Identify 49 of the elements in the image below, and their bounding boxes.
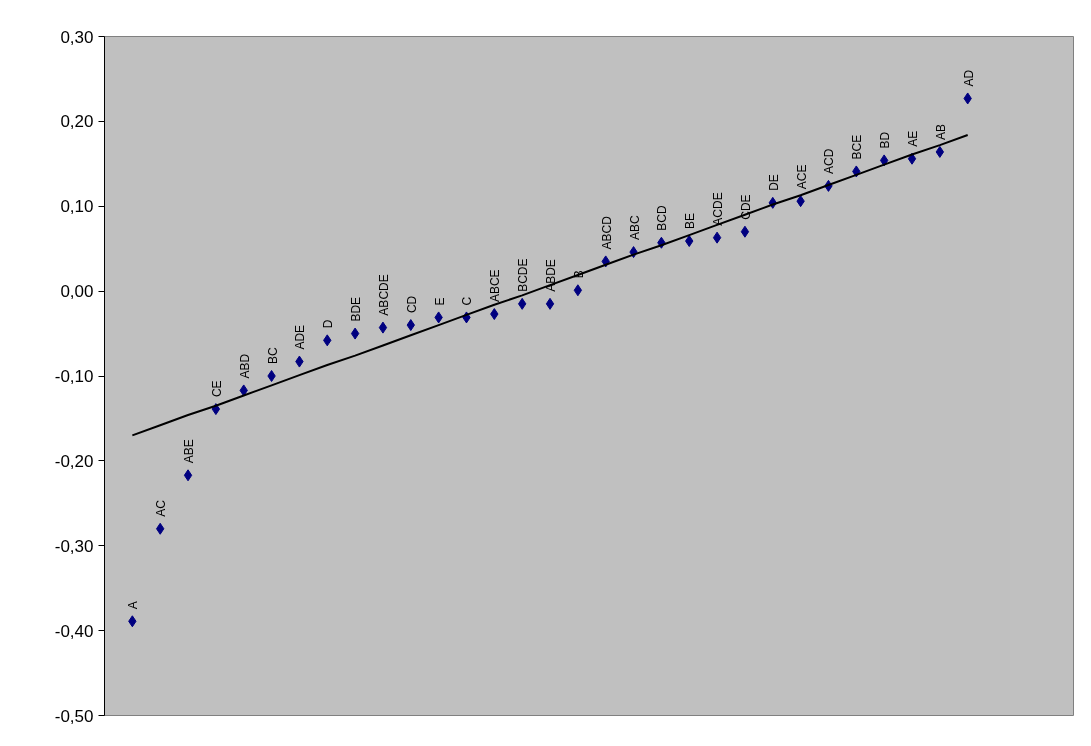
x-tick-label: ABDE [544, 259, 559, 292]
x-tick-label: AD [961, 69, 976, 87]
y-tick-label: -0,10 [54, 367, 94, 386]
x-tick-label: ABE [182, 439, 197, 464]
x-tick-label: ACD [822, 148, 837, 174]
y-tick-label: -0,30 [54, 536, 94, 556]
x-tick-label: BCDE [516, 258, 531, 292]
point [545, 297, 555, 310]
x-tick-label: AE [906, 130, 920, 147]
x-tick-label: DE [766, 174, 781, 191]
y-tick-label: -0,20 [54, 451, 94, 471]
point [935, 145, 945, 158]
y-tick-label: -0,40 [54, 621, 94, 641]
x-tick-label: A [126, 601, 141, 610]
x-tick-label: C [460, 296, 475, 306]
x-tick-label: BE [683, 213, 698, 230]
x-tick-label: AB [933, 123, 948, 140]
x-tick-label: ABCD [599, 215, 614, 250]
point [740, 225, 750, 238]
x-tick-label: BD [878, 131, 893, 149]
x-tick-label: AC [154, 499, 169, 517]
point [907, 152, 917, 165]
x-tick-label: ABC [627, 215, 642, 241]
point [183, 469, 193, 482]
x-tick-label: ABD [237, 353, 252, 379]
x-tick-label: ABCE [488, 269, 503, 303]
x-tick-label: ADE [293, 324, 308, 350]
point [712, 231, 722, 244]
x-tick-label: BC [265, 347, 280, 364]
y-tick-label: 0,30 [60, 27, 94, 47]
point [267, 370, 276, 382]
x-tick-label: ACE [794, 164, 809, 190]
x-tick-label: BCD [655, 205, 670, 231]
x-tick-label: ABCDE [376, 274, 391, 316]
x-tick-label: D [321, 319, 336, 329]
y-tick-label: 0,20 [60, 112, 94, 132]
x-tick-label: CD [404, 295, 419, 314]
x-tick-label: E [432, 297, 447, 306]
point [350, 327, 360, 340]
x-tick-label: ACDE [711, 192, 726, 226]
x-tick-label: BDE [349, 296, 364, 322]
x-tick-label: CE [209, 380, 224, 398]
point [879, 154, 889, 167]
x-tick-label: BCE [850, 134, 865, 160]
point [573, 284, 583, 297]
point [378, 321, 388, 334]
y-tick-label: 0,00 [60, 282, 94, 302]
y-tick-label: -0,50 [54, 706, 94, 726]
y-tick-label: 0,10 [60, 197, 94, 217]
